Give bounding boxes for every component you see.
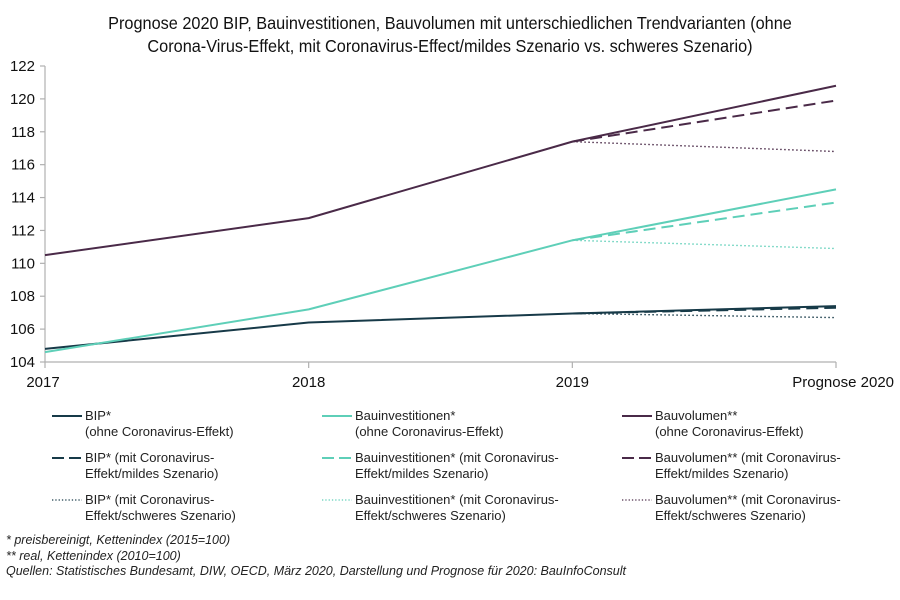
legend-swatch	[322, 457, 352, 459]
legend-item: Bauvolumen** (mit Coronavirus- Effekt/sch…	[622, 492, 841, 524]
legend-item: Bauvolumen** (ohne Coronavirus-Effekt)	[622, 408, 804, 440]
series-line-bauinvestitionen-solid	[44, 188, 837, 354]
legend-item: BIP* (mit Coronavirus- Effekt/mildes Szen…	[52, 450, 219, 482]
y-tick-label: 122	[10, 58, 35, 75]
x-tick-label: Prognose 2020	[792, 374, 894, 391]
legend-swatch	[622, 415, 652, 417]
y-tick-label: 116	[11, 157, 35, 174]
legend-label: Bauvolumen** (mit Coronavirus-	[655, 492, 841, 507]
legend-label-sub: Effekt/mildes Szenario)	[655, 466, 789, 481]
y-tick-label: 118	[11, 124, 35, 141]
legend-label-sub: Effekt/schweres Szenario)	[85, 508, 236, 523]
legend-item: Bauinvestitionen* (mit Coronavirus- Effek…	[322, 450, 559, 482]
series-line-bauinvestitionen-dotted	[572, 239, 837, 250]
footnote-2: ** real, Kettenindex (2010=100)	[6, 548, 181, 563]
legend-label-sub: Effekt/mildes Szenario)	[355, 466, 489, 481]
legend-item: BIP* (mit Coronavirus- Effekt/schweres Sz…	[52, 492, 236, 524]
legend-swatch	[622, 457, 652, 459]
legend-item: Bauinvestitionen* (ohne Coronavirus-Effek…	[322, 408, 504, 440]
y-tick-label: 104	[10, 354, 35, 371]
x-tick-label: 2018	[292, 374, 325, 391]
legend: BIP* (ohne Coronavirus-Effekt) Bauinvestit…	[0, 408, 900, 523]
y-tick-label: 114	[11, 190, 35, 207]
y-tick-label: 120	[10, 91, 35, 108]
legend-label: BIP* (mit Coronavirus-	[85, 450, 215, 465]
axes: 104 106 108 110 112 114 116 118 120 122 2017 2018 20…	[10, 58, 894, 391]
legend-swatch	[322, 415, 352, 417]
y-tick-label: 106	[10, 321, 35, 338]
legend-swatch	[622, 499, 652, 501]
chart-title: Prognose 2020 BIP, Bauinvestitionen, Bau…	[32, 12, 869, 58]
x-tick-label: 2017	[26, 374, 59, 391]
legend-label: Bauvolumen**	[655, 408, 738, 423]
legend-label: Bauinvestitionen* (mit Coronavirus-	[355, 492, 559, 507]
legend-item: Bauvolumen** (mit Coronavirus- Effekt/mil…	[622, 450, 841, 482]
legend-swatch	[52, 499, 82, 501]
series-line-bauinvestitionen-dashed	[572, 201, 837, 242]
legend-label: Bauinvestitionen*	[355, 408, 456, 423]
series-line-bip-solid	[44, 305, 837, 350]
series-line-bip-dotted	[572, 312, 837, 319]
y-tick-label: 112	[11, 222, 35, 239]
legend-swatch	[52, 415, 82, 417]
legend-label-sub: Effekt/schweres Szenario)	[655, 508, 806, 523]
legend-label-sub: (ohne Coronavirus-Effekt)	[355, 424, 504, 439]
footnote-1: * preisbereinigt, Kettenindex (2015=100)	[6, 533, 231, 547]
legend-item: BIP* (ohne Coronavirus-Effekt)	[52, 408, 234, 440]
series-line-bauvolumen-solid	[44, 84, 837, 257]
legend-swatch	[52, 457, 82, 459]
legend-item: Bauinvestitionen* (mit Coronavirus- Effek…	[322, 492, 559, 524]
legend-label: Bauinvestitionen* (mit Coronavirus-	[355, 450, 559, 465]
y-tick-label: 110	[11, 255, 35, 272]
legend-label: BIP*	[85, 408, 112, 423]
x-tick-label: 2019	[556, 374, 589, 391]
line-chart: 104 106 108 110 112 114 116 118 120 122 2017 2018 20…	[10, 58, 894, 391]
series-line-bauvolumen-dotted	[572, 140, 837, 153]
legend-label-sub: Effekt/schweres Szenario)	[355, 508, 506, 523]
legend-label-sub: (ohne Coronavirus-Effekt)	[655, 424, 804, 439]
series-lines	[44, 84, 837, 354]
footnotes: * preisbereinigt, Kettenindex (2015=100)…	[6, 533, 626, 580]
title-line-2: Corona-Virus-Effekt, mit Coronavirus-Eff…	[147, 36, 753, 56]
source-note: Quellen: Statistisches Bundesamt, DIW, O…	[6, 564, 626, 578]
legend-label: Bauvolumen** (mit Coronavirus-	[655, 450, 841, 465]
series-line-bauvolumen-dashed	[572, 99, 837, 143]
legend-label: BIP* (mit Coronavirus-	[85, 492, 215, 507]
legend-label-sub: (ohne Coronavirus-Effekt)	[85, 424, 234, 439]
legend-label-sub: Effekt/mildes Szenario)	[85, 466, 219, 481]
y-tick-label: 108	[10, 288, 35, 305]
legend-swatch	[322, 499, 352, 501]
title-line-1: Prognose 2020 BIP, Bauinvestitionen, Bau…	[108, 13, 792, 33]
